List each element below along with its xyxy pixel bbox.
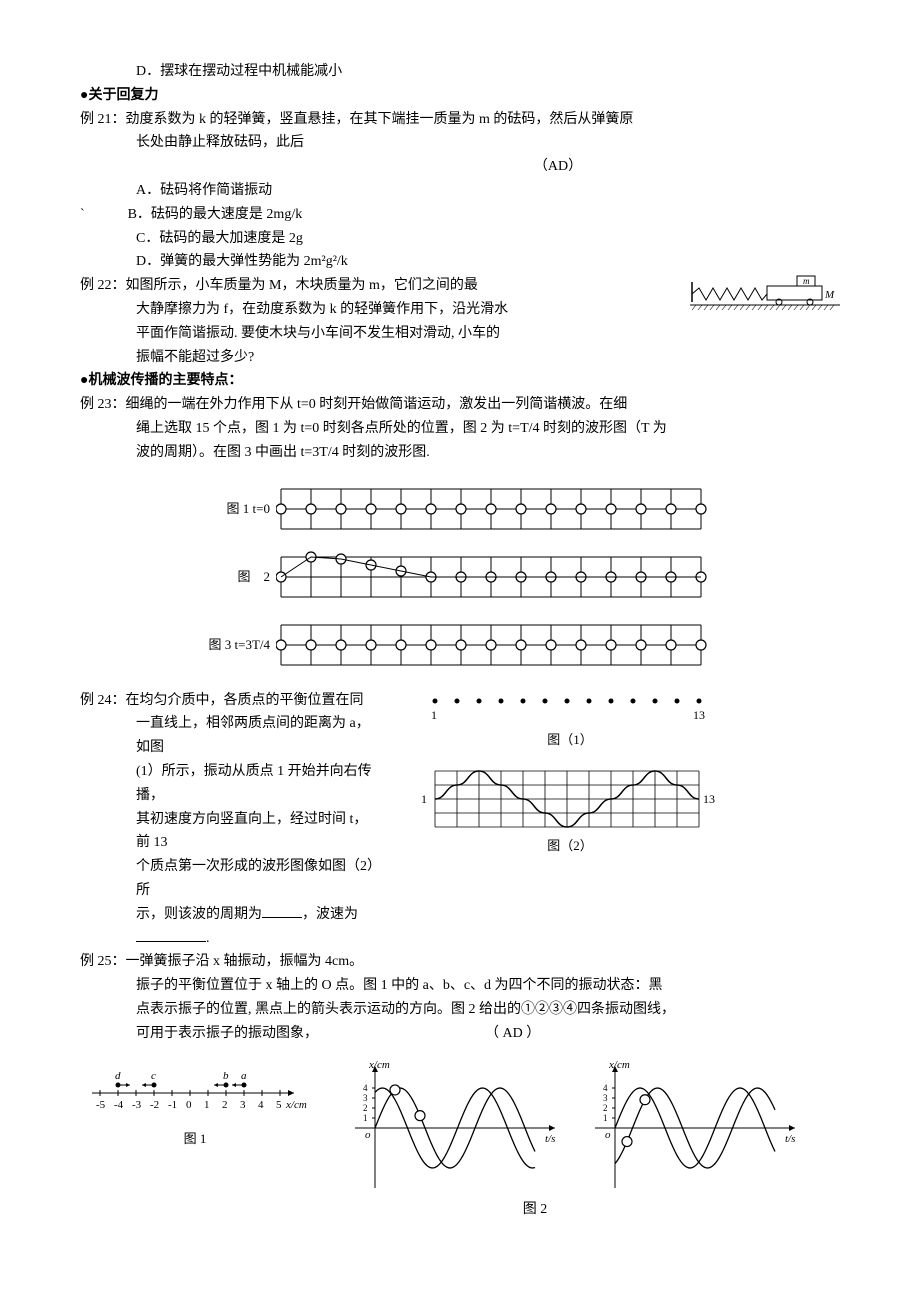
svg-text:-1: -1 xyxy=(168,1099,177,1111)
ex24-fig2-wave: 1 13 xyxy=(410,763,730,835)
ex23-line3: 波的周期）。在图 3 中画出 t=3T/4 时刻的波形图. xyxy=(80,441,840,465)
ex25-fig1-axis: -5 -4 -3 -2 -1 012345x/cm d c ba xyxy=(80,1058,310,1128)
ex23-fig1-grid xyxy=(276,477,736,541)
ex25-fig2-sine-b: x/cm t/s o 1234 xyxy=(585,1058,805,1198)
svg-text:1: 1 xyxy=(421,792,427,806)
svg-text:t/s: t/s xyxy=(545,1133,555,1145)
ex23-fig2-grid xyxy=(276,545,736,609)
svg-text:2: 2 xyxy=(603,1103,608,1113)
ex23-fig3-grid xyxy=(276,613,736,677)
svg-text:3: 3 xyxy=(363,1093,368,1103)
ex21-opt-c: C．砝码的最大加速度是 2g xyxy=(80,227,840,251)
ex25-answer: （ AD ） xyxy=(485,1026,540,1041)
ex25-line2: 振子的平衡位置位于 x 轴上的 O 点。图 1 中的 a、b、c、d 为四个不同… xyxy=(80,974,840,998)
ex21-stem-line2: 长处由静止释放砝码，此后 xyxy=(80,131,840,155)
ex24-fig2-caption: 图（2） xyxy=(410,835,730,857)
svg-text:x/cm: x/cm xyxy=(608,1059,630,1071)
ex25-line4: 可用于表示振子的振动图象， （ AD ） xyxy=(80,1022,840,1046)
ex22-line3: 平面作简谐振动. 要使木块与小车间不发生相对滑动, 小车的 xyxy=(80,322,680,346)
svg-text:1: 1 xyxy=(204,1099,210,1111)
ex23-fig3-label: 图 3 t=3T/4 xyxy=(200,634,276,656)
svg-text:x/cm: x/cm xyxy=(368,1059,390,1071)
ex25-fig2-sine-a: x/cm t/s o 1234 xyxy=(345,1058,565,1198)
ex21-opt-a: A．砝码将作简谐振动 xyxy=(80,179,840,203)
svg-text:d: d xyxy=(115,1070,121,1082)
backtick-mark: ` xyxy=(80,203,108,227)
svg-text:t/s: t/s xyxy=(785,1133,795,1145)
svg-text:4: 4 xyxy=(603,1083,608,1093)
svg-text:2: 2 xyxy=(363,1103,368,1113)
ex24-fig1-caption: 图（1） xyxy=(410,729,730,751)
svg-text:3: 3 xyxy=(240,1099,246,1111)
ex23-line1: 例 23：细绳的一端在外力作用下从 t=0 时刻开始做简谐运动，激发出一列简谐横… xyxy=(80,393,840,417)
svg-text:1: 1 xyxy=(363,1113,368,1123)
svg-text:-5: -5 xyxy=(96,1099,106,1111)
svg-text:x/cm: x/cm xyxy=(285,1099,307,1111)
section-title-restoring-force: ●关于回复力 xyxy=(80,84,840,108)
ex24-line6: 示，则该波的周期为，波速为 xyxy=(80,903,380,927)
svg-text:4: 4 xyxy=(363,1083,368,1093)
svg-text:a: a xyxy=(241,1070,247,1082)
ex22-figure-spring-cart: mM xyxy=(690,274,840,314)
ex24-fig1-dots: 1 13 xyxy=(410,689,730,729)
blank-period xyxy=(262,917,302,918)
svg-text:m: m xyxy=(803,276,810,286)
ex24-line4: 其初速度方向竖直向上，经过时间 t，前 13 xyxy=(80,808,380,856)
ex24-line2: 一直线上，相邻两质点间的距离为 a，如图 xyxy=(80,712,380,760)
ex21-answer: （AD） xyxy=(80,155,840,179)
ex25-line3: 点表示振子的位置, 黑点上的箭头表示运动的方向。图 2 给出的①②③④四条振动图… xyxy=(80,998,840,1022)
svg-text:1: 1 xyxy=(603,1113,608,1123)
svg-text:b: b xyxy=(223,1070,229,1082)
svg-text:2: 2 xyxy=(222,1099,228,1111)
svg-text:5: 5 xyxy=(276,1099,282,1111)
ex21-opt-d: D．弹簧的最大弹性势能为 2m²g²/k xyxy=(80,250,840,274)
svg-text:c: c xyxy=(151,1070,156,1082)
section-title-wave-propagation: ●机械波传播的主要特点： xyxy=(80,369,840,393)
svg-text:o: o xyxy=(605,1129,611,1141)
svg-text:M: M xyxy=(824,289,835,301)
svg-text:3: 3 xyxy=(603,1093,608,1103)
ex25-fig1-caption: 图 1 xyxy=(80,1128,310,1150)
ex23-fig2-label: 图 2 xyxy=(200,566,276,588)
svg-text:1: 1 xyxy=(431,708,437,722)
option-d-prev: D．摆球在摆动过程中机械能减小 xyxy=(80,60,840,84)
svg-text:-4: -4 xyxy=(114,1099,124,1111)
ex23-fig1-label: 图 1 t=0 xyxy=(200,498,276,520)
svg-text:13: 13 xyxy=(703,792,715,806)
svg-text:-2: -2 xyxy=(150,1099,159,1111)
ex22-line2: 大静摩擦力为 f，在劲度系数为 k 的轻弹簧作用下，沿光滑水 xyxy=(80,298,680,322)
ex23-line2: 绳上选取 15 个点，图 1 为 t=0 时刻各点所处的位置，图 2 为 t=T… xyxy=(80,417,840,441)
ex24-line1: 例 24：在均匀介质中，各质点的平衡位置在同 xyxy=(80,689,380,713)
ex21-opt-b: B．砝码的最大速度是 2mg/k xyxy=(108,203,302,227)
ex25-line1: 例 25：一弹簧振子沿 x 轴振动，振幅为 4cm。 xyxy=(80,950,840,974)
blank-speed xyxy=(136,941,206,942)
svg-text:0: 0 xyxy=(186,1099,192,1111)
ex24-line5: 个质点第一次形成的波形图像如图（2）所 xyxy=(80,855,380,903)
ex25-fig2-caption: 图 2 xyxy=(80,1198,840,1222)
svg-text:-3: -3 xyxy=(132,1099,142,1111)
svg-text:4: 4 xyxy=(258,1099,264,1111)
ex22-line4: 振幅不能超过多少? xyxy=(80,346,680,370)
ex24-line7: . xyxy=(80,927,380,951)
svg-text:o: o xyxy=(365,1129,371,1141)
svg-text:13: 13 xyxy=(693,708,705,722)
ex21-stem-line1: 例 21：劲度系数为 k 的轻弹簧，竖直悬挂，在其下端挂一质量为 m 的砝码，然… xyxy=(80,108,840,132)
ex24-line3: (1）所示，振动从质点 1 开始并向右传播， xyxy=(80,760,380,808)
ex22-line1: 例 22：如图所示，小车质量为 M，木块质量为 m，它们之间的最 xyxy=(80,274,680,298)
